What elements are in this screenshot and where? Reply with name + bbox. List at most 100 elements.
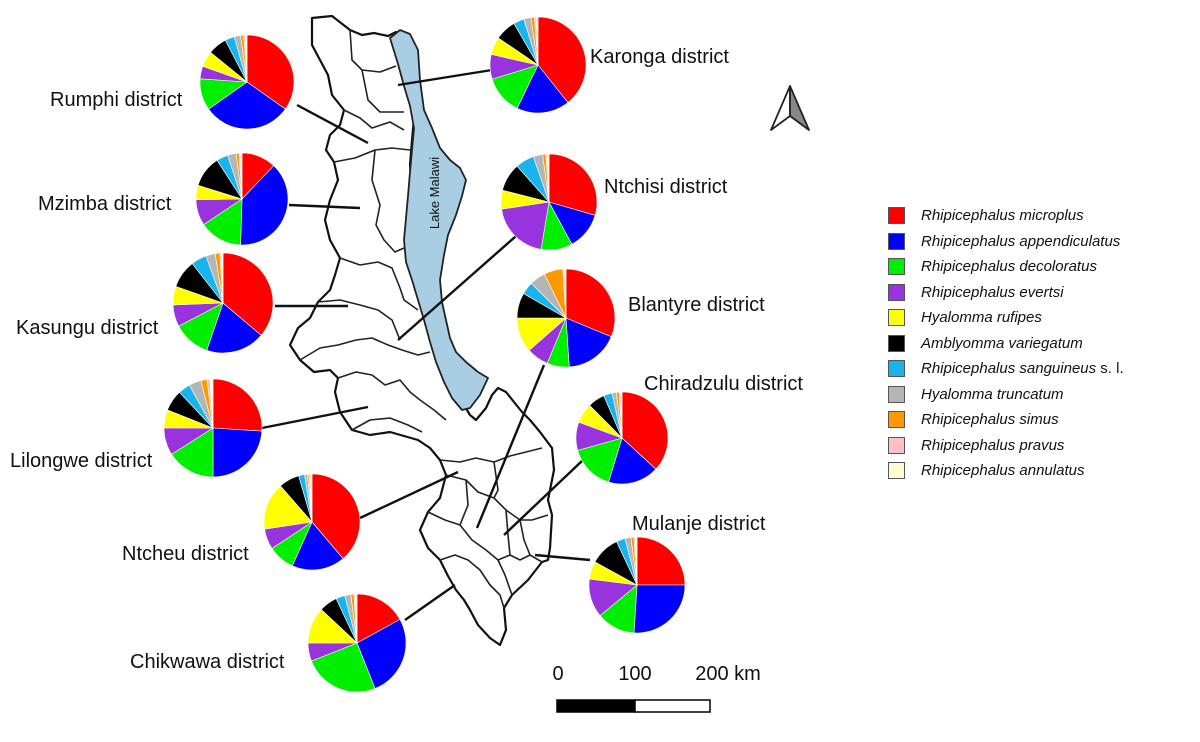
legend-label: Rhipicephalus microplus — [921, 207, 1084, 225]
pie-slice — [245, 34, 248, 83]
label-rumphi: Rumphi district — [50, 89, 183, 111]
leader-chiradzulu — [503, 459, 584, 536]
legend-item: Rhipicephalus decoloratus — [888, 254, 1188, 280]
legend-label: Rhipicephalus annulatus — [921, 462, 1085, 480]
legend-swatch — [888, 411, 905, 429]
legend-item: Rhipicephalus annulatus — [888, 458, 1188, 484]
pie-slice — [291, 521, 344, 571]
pie-slice — [221, 252, 224, 304]
legend-item: Hyalomma rufipes — [888, 305, 1188, 331]
legend-swatch — [888, 436, 905, 454]
pie-slice — [547, 153, 550, 203]
pie-slice — [535, 16, 539, 66]
pie-karonga — [489, 16, 587, 114]
label-blantyre: Blantyre district — [628, 294, 765, 316]
pie-chikwawa — [307, 593, 407, 693]
pie-mzimba — [195, 152, 289, 246]
legend-swatch — [888, 283, 905, 301]
legend-label: Rhipicephalus evertsi — [921, 283, 1064, 301]
pie-mulanje — [588, 536, 686, 634]
label-mzimba: Mzimba district — [38, 193, 172, 215]
label-mulanje: Mulanje district — [632, 513, 766, 535]
leader-karonga — [397, 68, 493, 87]
pie-slice — [608, 437, 657, 485]
label-karonga: Karonga district — [590, 46, 729, 68]
pie-slice — [636, 536, 686, 586]
pie-slice — [356, 593, 401, 644]
pie-blantyre — [516, 268, 616, 368]
legend-item: Amblyomma variegatum — [888, 331, 1188, 357]
legend-swatch — [888, 462, 905, 480]
pie-slice — [537, 16, 587, 103]
legend-item: Rhipicephalus appendiculatus — [888, 229, 1188, 255]
pie-slice — [310, 473, 313, 523]
pie-slice — [635, 536, 638, 586]
pie-slice — [206, 302, 262, 354]
pie-slice — [212, 427, 263, 478]
legend-label: Hyalomma truncatum — [921, 385, 1064, 403]
legend-item: Rhipicephalus simus — [888, 407, 1188, 433]
scale-label-200: 200 km — [695, 663, 761, 685]
pie-slice — [633, 584, 686, 634]
label-lilongwe: Lilongwe district — [10, 450, 153, 472]
pie-chiradzulu — [575, 391, 669, 485]
leader-ntcheu — [359, 470, 459, 520]
pie-rumphi — [199, 34, 295, 130]
legend-item: Hyalomma truncatum — [888, 382, 1188, 408]
legend-swatch — [888, 385, 905, 403]
legend-label: Rhipicephalus simus — [921, 411, 1059, 429]
pie-slice — [621, 391, 669, 470]
district-boundaries — [299, 29, 549, 609]
pie-ntchisi — [500, 153, 598, 251]
leader-rumphi — [296, 103, 369, 145]
pie-lilongwe — [163, 378, 263, 478]
pie-ntcheu — [263, 473, 361, 571]
legend-label: Rhipicephalus pravus — [921, 436, 1065, 454]
pie-slice — [548, 153, 598, 216]
leader-ntchisi — [397, 221, 533, 341]
label-chikwawa: Chikwawa district — [130, 651, 285, 673]
pie-kasungu — [172, 252, 274, 354]
scale-label-100: 100 — [618, 663, 651, 685]
label-chiradzulu: Chiradzulu district — [644, 373, 803, 395]
pie-slice — [171, 427, 214, 478]
pie-slice — [564, 268, 567, 319]
legend-label: Rhipicephalus appendiculatus — [921, 232, 1121, 250]
pie-slice — [565, 268, 616, 338]
label-ntchisi: Ntchisi district — [604, 176, 728, 198]
leader-mzimba — [288, 203, 361, 210]
pie-slice — [311, 473, 361, 560]
legend-item: Rhipicephalus pravus — [888, 433, 1188, 459]
legend-swatch — [888, 309, 905, 327]
legend-swatch — [888, 334, 905, 352]
scale-label-0: 0 — [552, 663, 563, 685]
pie-slice — [311, 642, 376, 693]
pie-slice — [246, 34, 295, 110]
legend-swatch — [888, 360, 905, 378]
pie-slice — [240, 152, 243, 200]
pie-slice — [516, 64, 569, 114]
pie-slice — [620, 391, 623, 439]
pie-slice — [222, 252, 274, 336]
legend-item: Rhipicephalus microplus — [888, 203, 1188, 229]
legend-swatch — [888, 232, 905, 250]
leader-mulanje — [534, 553, 591, 562]
pie-slice — [209, 378, 214, 429]
legend-item: Rhipicephalus sanguineus s. l. — [888, 356, 1188, 382]
pie-slice — [565, 317, 612, 368]
leader-lilongwe — [261, 405, 369, 430]
pie-slice — [240, 165, 289, 246]
pie-slice — [355, 593, 358, 644]
legend: Rhipicephalus microplus Rhipicephalus ap… — [888, 203, 1188, 484]
pie-slice — [263, 485, 313, 530]
legend-label: Amblyomma variegatum — [921, 334, 1083, 352]
legend-swatch — [888, 207, 905, 225]
leader-blantyre — [475, 364, 546, 529]
pie-slice — [501, 201, 550, 250]
label-kasungu: Kasungu district — [16, 317, 159, 339]
leader-chikwawa — [404, 584, 456, 621]
legend-item: Rhipicephalus evertsi — [888, 280, 1188, 306]
pie-slice — [212, 378, 263, 432]
label-ntcheu: Ntcheu district — [122, 543, 249, 565]
